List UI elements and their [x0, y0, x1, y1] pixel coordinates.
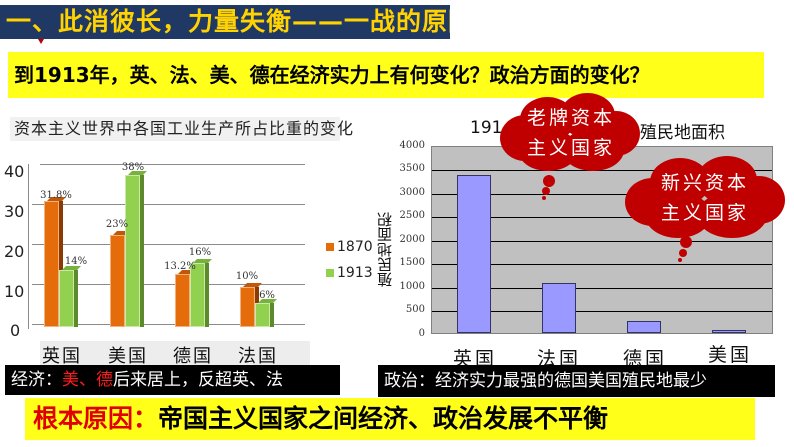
highlight-de: 德 — [96, 370, 113, 390]
data-label: 10% — [235, 271, 259, 282]
economy-summary: 经济：美、德后来居上，反超英、法 — [5, 365, 340, 395]
politics-summary: 政治：经济实力最强的德国美国殖民地最少 — [378, 365, 775, 397]
right-chart-title-left: 191 — [470, 118, 503, 138]
thought-bubble-dot-icon — [680, 236, 692, 248]
bar-de-colony — [627, 321, 661, 333]
industrial-share-chart: 资本主义世界中各国工业生产所占比重的变化 40 30 20 10 0 31.8%… — [0, 115, 373, 367]
y-tick: 2500 — [399, 210, 425, 221]
gridline — [40, 164, 305, 165]
thought-cloud-new-powers: 新兴资本 主义国家 — [625, 156, 785, 240]
gridline — [32, 244, 305, 245]
gridline — [432, 194, 772, 195]
bar-de-1870 — [175, 270, 197, 327]
category-label: 美国 — [708, 344, 753, 366]
gridline — [432, 264, 772, 265]
title-marker-icon — [38, 39, 44, 45]
left-chart-title: 资本主义世界中各国工业生产所占比重的变化 — [10, 117, 353, 141]
gridline — [432, 288, 772, 289]
data-label: 6% — [259, 290, 275, 301]
y-tick: 0 — [10, 321, 21, 340]
category-label: 法国 — [238, 346, 278, 367]
legend-swatch-icon — [326, 269, 334, 277]
y-tick: 3000 — [399, 187, 425, 198]
thought-bubble-dot-icon — [542, 196, 546, 200]
data-label: 31.8% — [40, 190, 72, 201]
highlight-us: 美 — [62, 370, 79, 390]
cloud-text: 新兴资本 主义国家 — [660, 172, 749, 224]
category-label: 法国 — [537, 348, 582, 370]
bar-us-1913 — [125, 171, 147, 327]
plot-area — [431, 146, 773, 334]
thought-bubble-dot-icon — [678, 258, 682, 262]
thought-bubble-dot-icon — [679, 249, 687, 257]
y-tick: 1000 — [399, 281, 425, 292]
category-label: 德国 — [173, 346, 213, 367]
root-cause-label: 根本原因： — [33, 404, 159, 433]
gridline — [432, 311, 772, 312]
y-tick: 4000 — [399, 140, 425, 151]
bar-uk-colony — [457, 175, 491, 333]
question-banner: 到1913年，英、法、美、德在经济实力上有何变化？政治方面的变化？ — [8, 52, 764, 98]
thought-bubble-dot-icon — [543, 175, 555, 187]
category-label: 德国 — [623, 348, 668, 370]
right-chart-title-right: 殖民地面积 — [640, 123, 725, 143]
thought-bubble-dot-icon — [542, 187, 550, 195]
root-cause-text: 帝国主义国家之间经济、政治发展不平衡 — [158, 404, 609, 433]
slide-title: 一、此消彼长，力量失衡——一战的原因 — [0, 5, 450, 39]
colony-area-chart: 191 殖民地面积 殖民地面积 4000 3500 3000 2500 2000… — [375, 112, 794, 370]
gridline — [432, 241, 772, 242]
gridline — [32, 324, 305, 325]
data-label: 23% — [105, 219, 129, 230]
axis-line — [28, 164, 29, 329]
y-axis-label: 殖民地面积 — [376, 212, 394, 287]
y-tick: 20 — [4, 242, 25, 261]
gridline — [432, 217, 772, 218]
y-tick: 2000 — [399, 234, 425, 245]
y-tick: 40 — [4, 162, 25, 181]
bar-uk-1870 — [44, 197, 66, 327]
category-axis — [40, 341, 310, 367]
category-label: 美国 — [108, 346, 148, 367]
y-tick: 1500 — [399, 257, 425, 268]
y-tick: 30 — [4, 202, 25, 221]
gridline — [32, 284, 305, 285]
category-label: 英国 — [42, 346, 82, 367]
y-tick: 3500 — [399, 163, 425, 174]
cloud-text: 老牌资本 主义国家 — [526, 107, 615, 159]
bar-fr-1913 — [255, 299, 277, 327]
y-tick: 0 — [418, 328, 425, 339]
thought-cloud-old-powers: 老牌资本 主义国家 — [500, 93, 640, 177]
bar-fr-colony — [542, 283, 576, 333]
legend-swatch-icon — [326, 243, 334, 251]
data-label: 38% — [121, 162, 145, 173]
category-label: 英国 — [453, 348, 498, 370]
legend-item-1870: 1870 — [326, 239, 373, 255]
y-tick: 10 — [4, 282, 25, 301]
bar-us-1870 — [110, 231, 132, 327]
gridline — [32, 204, 305, 205]
bar-us-colony — [712, 330, 746, 333]
bar-de-1913 — [190, 259, 212, 327]
gridline — [432, 170, 772, 171]
y-tick: 500 — [405, 304, 425, 315]
root-cause-banner: 根本原因：帝国主义国家之间经济、政治发展不平衡 — [25, 398, 755, 440]
data-label: 14% — [64, 256, 88, 267]
bar-uk-1913 — [59, 266, 81, 327]
legend-item-1913: 1913 — [326, 265, 373, 281]
data-label: 13.2% — [164, 261, 196, 272]
data-label: 16% — [188, 247, 212, 258]
